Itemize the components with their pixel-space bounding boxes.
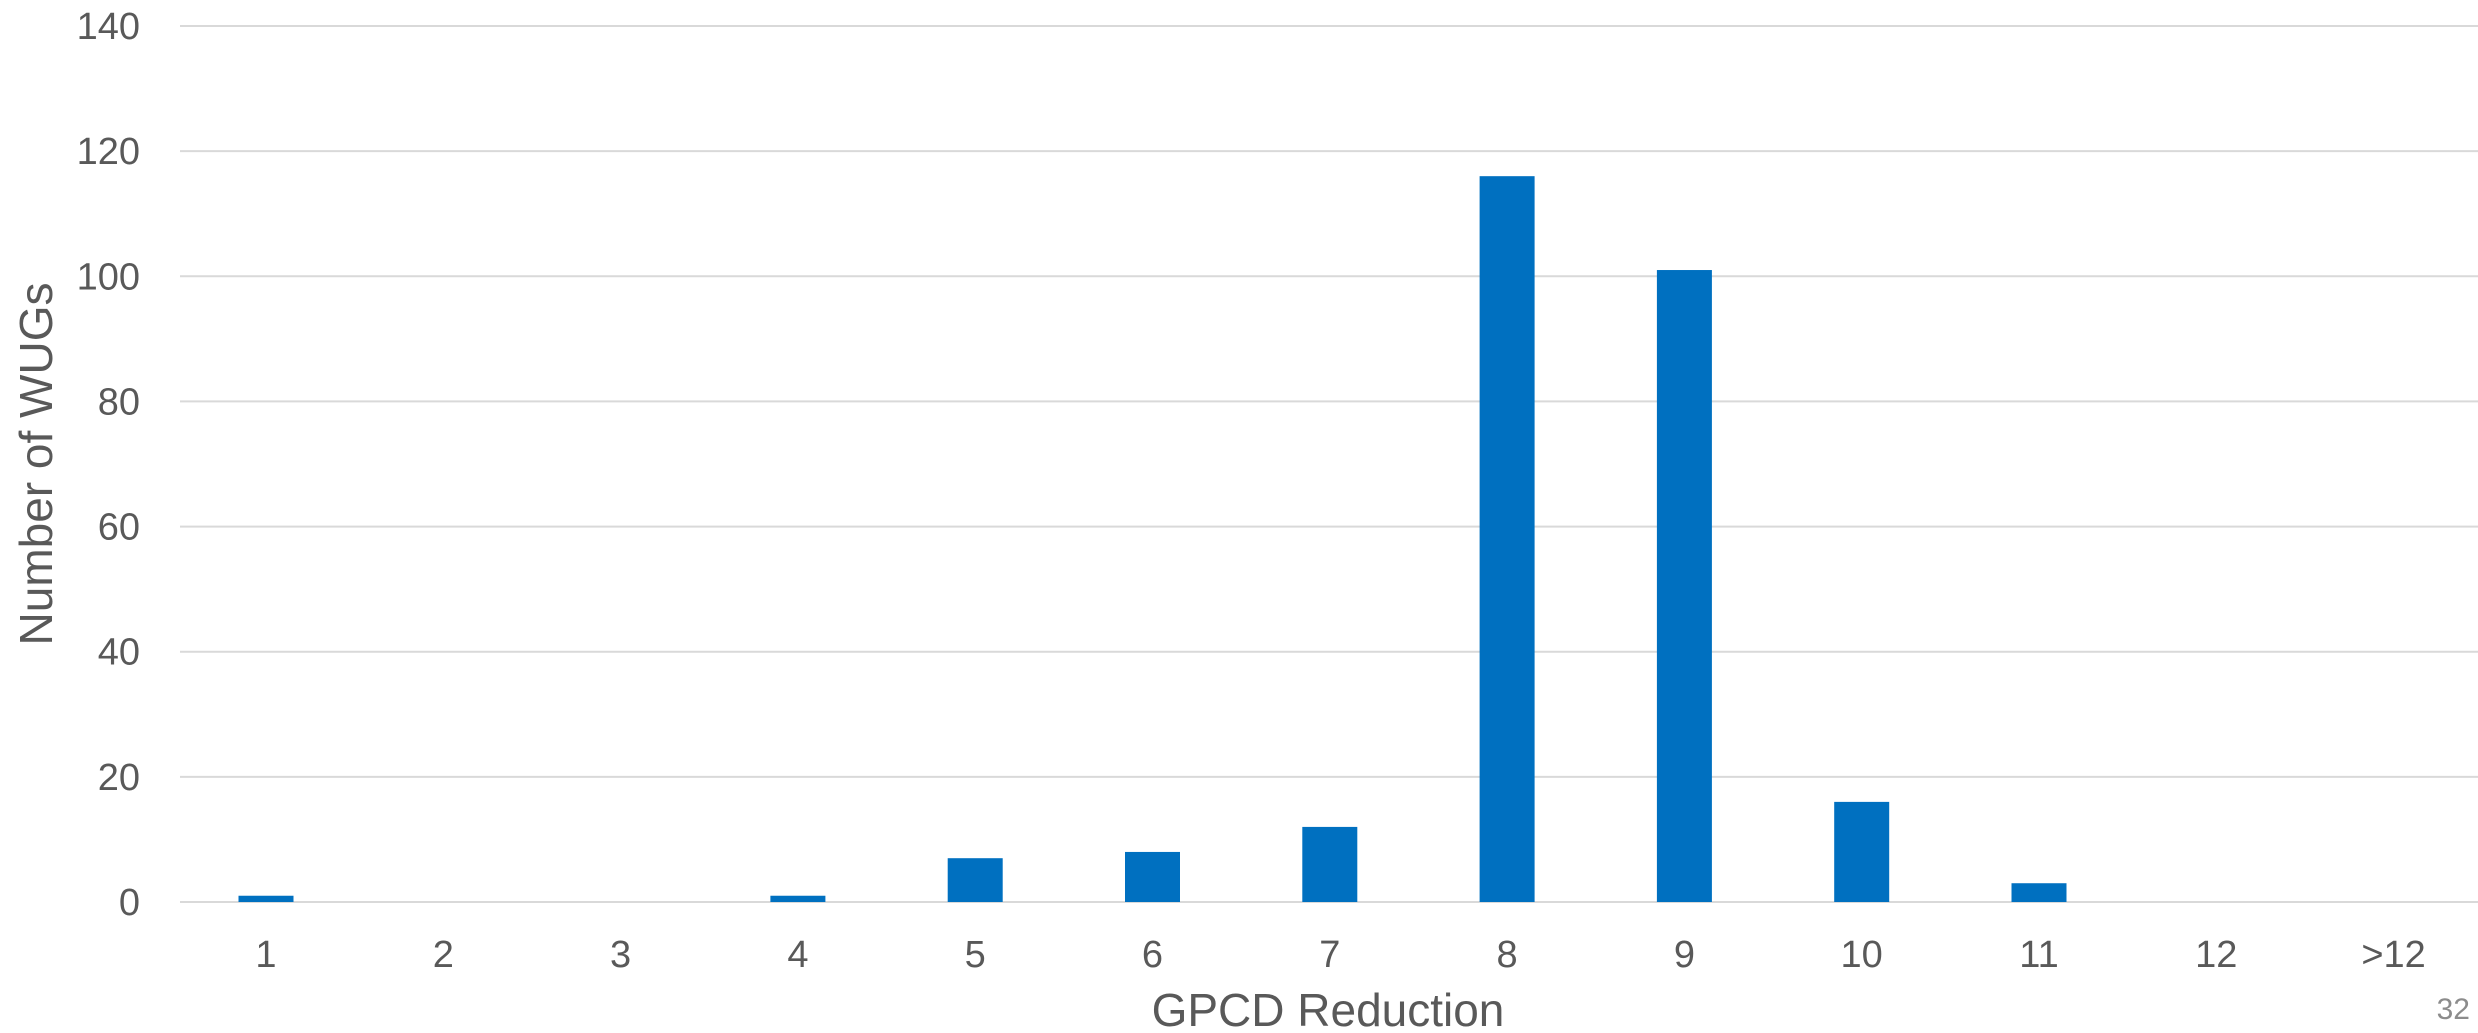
x-tick-labels: 1 2 3 4 5 6 7 8 9 10 11 12 >12 — [255, 934, 2425, 976]
x-tick-label: 11 — [2019, 934, 2058, 976]
bars — [238, 176, 2067, 902]
bar-7 — [1302, 826, 1358, 902]
bar-5 — [947, 858, 1003, 902]
y-axis-label: Number of WUGs — [10, 283, 62, 646]
bar-6 — [1125, 851, 1180, 902]
y-tick-label: 40 — [98, 632, 140, 674]
bar-4 — [770, 895, 826, 902]
x-tick-label: >12 — [2361, 934, 2425, 976]
y-tick-label: 0 — [119, 882, 140, 924]
y-tick-label: 60 — [98, 507, 140, 549]
x-tick-label: 5 — [965, 934, 986, 976]
bar-11 — [2011, 883, 2067, 902]
x-tick-label: 10 — [1841, 934, 1883, 976]
y-tick-labels: 0 20 40 60 80 100 120 140 — [77, 6, 140, 924]
page-number: 32 — [2436, 993, 2470, 1026]
x-tick-label: 9 — [1674, 934, 1695, 976]
x-axis-label: GPCD Reduction — [1152, 984, 1505, 1033]
x-tick-label: 6 — [1142, 934, 1163, 976]
x-tick-label: 3 — [610, 934, 631, 976]
x-tick-label: 1 — [255, 934, 276, 976]
bar-8 — [1479, 176, 1535, 902]
bar-10 — [1834, 801, 1890, 902]
gridlines — [180, 25, 2478, 903]
y-tick-label: 20 — [98, 757, 140, 799]
y-tick-label: 100 — [77, 256, 140, 298]
y-tick-label: 140 — [77, 6, 140, 48]
x-tick-label: 2 — [433, 934, 454, 976]
bar-9 — [1656, 270, 1712, 902]
x-tick-label: 12 — [2195, 934, 2237, 976]
y-tick-label: 80 — [98, 381, 140, 423]
x-tick-label: 4 — [787, 934, 808, 976]
x-tick-label: 8 — [1497, 934, 1518, 976]
y-tick-label: 120 — [77, 131, 140, 173]
bar-1 — [238, 895, 294, 902]
x-tick-label: 7 — [1319, 934, 1340, 976]
